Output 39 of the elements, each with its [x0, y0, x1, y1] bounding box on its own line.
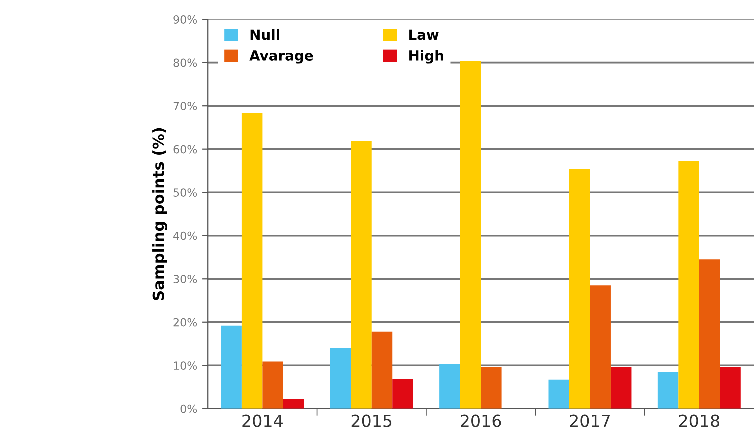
bar: [590, 286, 611, 409]
bar: [392, 379, 414, 409]
legend-label: Null: [250, 29, 280, 40]
bar: [481, 367, 502, 409]
y-tick-label: 40%: [174, 232, 198, 240]
y-tick-label: 50%: [174, 188, 198, 197]
y-tick-label: 70%: [174, 102, 198, 110]
bar: [678, 161, 700, 409]
bar: [221, 326, 242, 409]
bar: [460, 61, 482, 409]
y-tick-label: 0%: [180, 404, 198, 414]
bar: [330, 348, 352, 409]
bar: [372, 332, 393, 409]
bar: [658, 372, 679, 409]
bar: [351, 141, 372, 409]
x-tick-label: 2018: [679, 414, 720, 428]
y-tick-label: 30%: [174, 275, 198, 284]
y-tick-label: 80%: [174, 58, 198, 68]
x-tick-label: 2016: [461, 414, 502, 428]
bar: [548, 380, 570, 409]
bar: [610, 366, 632, 409]
bar: [720, 367, 741, 409]
y-tick-label: 10%: [174, 362, 198, 370]
x-tick-label: 2014: [242, 414, 283, 428]
legend-label: Avarage: [250, 50, 314, 64]
bar: [569, 169, 590, 409]
bar: [699, 260, 720, 409]
x-tick-label: 2015: [352, 414, 392, 428]
y-tick-label: 90%: [174, 16, 198, 24]
legend-label: High: [410, 50, 444, 64]
bar: [242, 113, 263, 409]
x-tick-label: 2017: [570, 414, 610, 428]
legend-label: Law: [410, 30, 439, 40]
y-axis-title: Sampling points (%): [152, 128, 168, 300]
bar: [262, 362, 284, 409]
bar: [440, 364, 460, 409]
y-tick-label: 60%: [174, 145, 198, 154]
bar: [283, 399, 304, 409]
y-tick-label: 20%: [174, 318, 198, 327]
